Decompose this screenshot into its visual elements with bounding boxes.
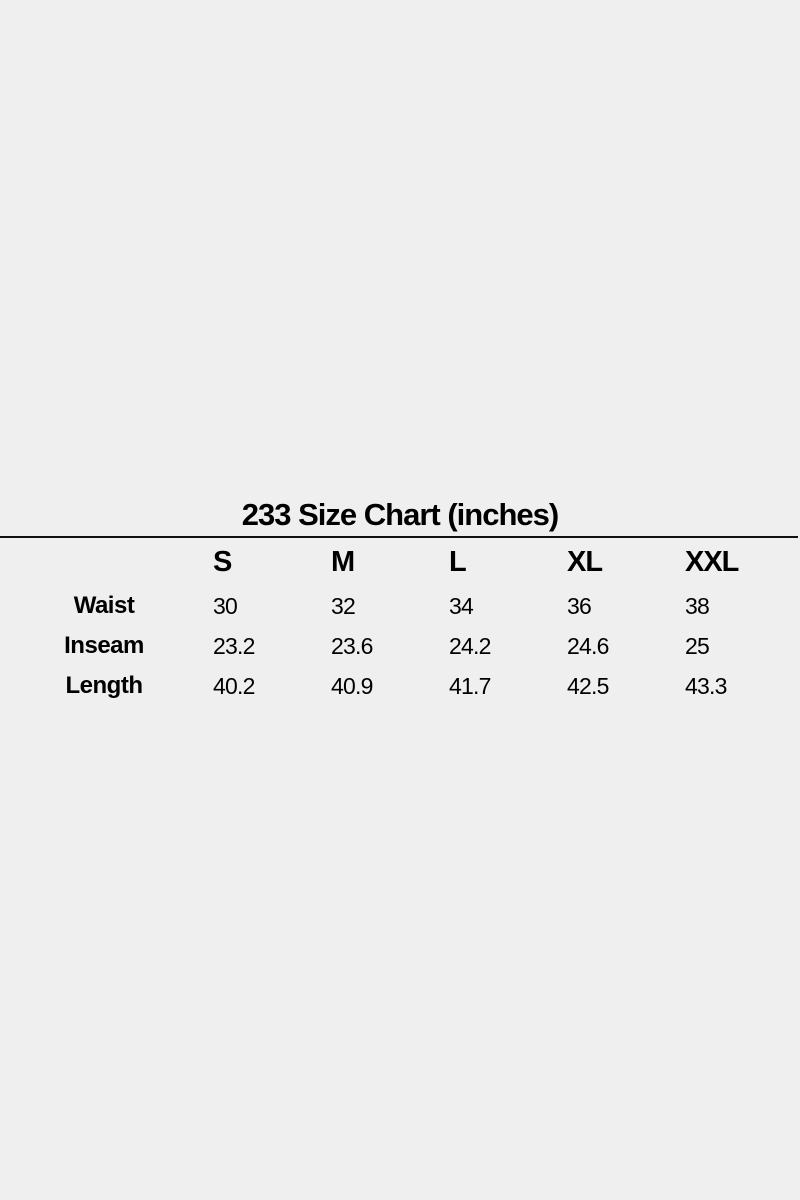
row-label: Inseam — [64, 632, 144, 659]
table-cell: 40.2 — [213, 673, 255, 699]
table-cell: 23.2 — [213, 633, 255, 659]
table-cell: 30 — [213, 593, 238, 619]
table-cell: 34 — [449, 593, 474, 619]
table-cell: 32 — [331, 593, 356, 619]
size-header: M — [331, 546, 355, 578]
chart-title: 233 Size Chart (inches) — [241, 497, 559, 532]
size-header: L — [449, 546, 467, 578]
table-cell: 36 — [567, 593, 592, 619]
table-cell: 23.6 — [331, 633, 373, 659]
table-cell: 41.7 — [449, 673, 491, 699]
row-label: Waist — [73, 592, 135, 619]
table-cell: 38 — [685, 593, 710, 619]
size-header: S — [213, 546, 232, 578]
table-cell: 43.3 — [685, 673, 727, 699]
table-cell: 24.2 — [449, 633, 491, 659]
table-cell: 40.9 — [331, 673, 373, 699]
size-header: XXL — [685, 546, 739, 578]
divider — [0, 536, 798, 538]
size-header: XL — [567, 546, 603, 578]
table-cell: 25 — [685, 633, 710, 659]
table-cell: 42.5 — [567, 673, 609, 699]
table-cell: 24.6 — [567, 633, 609, 659]
row-label: Length — [65, 672, 143, 699]
